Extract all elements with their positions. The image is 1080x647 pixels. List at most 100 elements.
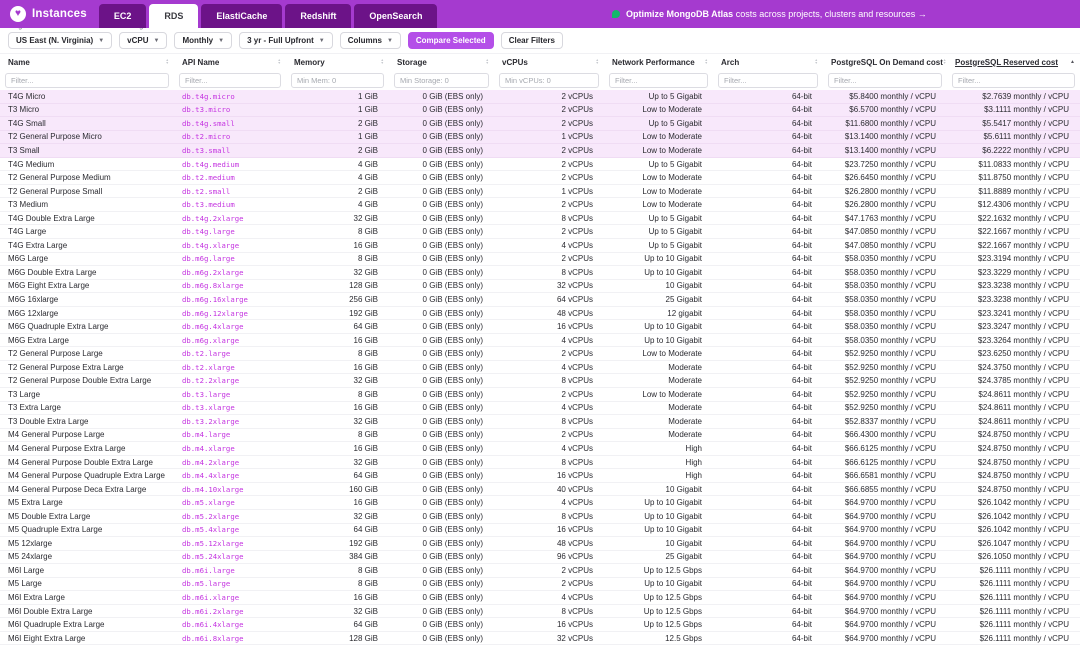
brand[interactable]: ♥ Instances (0, 0, 99, 28)
table-row[interactable]: M4 General Purpose Extra Large db.m4.xlar… (0, 442, 1080, 456)
reserved-term-select[interactable]: 3 yr - Full Upfront ▼ (239, 32, 333, 49)
filter-input-name[interactable] (5, 73, 169, 88)
table-row[interactable]: M5 Quadruple Extra Large db.m5.4xlarge 64 … (0, 523, 1080, 538)
column-header-storage[interactable]: Storage ▲ ▼ (389, 58, 494, 67)
cell-api-name[interactable]: db.m5.xlarge (182, 498, 235, 508)
cell-api-name[interactable]: db.m6g.16xlarge (182, 294, 248, 304)
filter-input-storage[interactable] (394, 73, 489, 88)
table-row[interactable]: T3 Large db.t3.large 8 GiB 0 GiB (EBS only)… (0, 388, 1080, 402)
cell-api-name[interactable]: db.t2.micro (182, 132, 231, 142)
table-row[interactable]: M6I Double Extra Large db.m6i.2xlarge 32 G… (0, 604, 1080, 619)
table-row[interactable]: M6G Double Extra Large db.m6g.2xlarge 32 G… (0, 266, 1080, 280)
table-row[interactable]: T3 Extra Large db.t3.xlarge 16 GiB 0 GiB (E… (0, 401, 1080, 416)
cell-api-name[interactable]: db.t4g.small (182, 118, 235, 128)
cell-api-name[interactable]: db.t2.medium (182, 173, 235, 183)
table-row[interactable]: M6G Quadruple Extra Large db.m6g.4xlarge 6… (0, 320, 1080, 334)
table-row[interactable]: M6G 12xlarge db.m6g.12xlarge 192 GiB 0 GiB … (0, 306, 1080, 321)
cell-api-name[interactable]: db.t2.large (182, 349, 231, 359)
table-row[interactable]: T2 General Purpose Double Extra Large db.… (0, 374, 1080, 389)
column-header-name[interactable]: Name ▲ ▼ (0, 58, 174, 67)
cost-select[interactable]: Monthly ▼ (174, 32, 233, 49)
column-header-api-name[interactable]: API Name ▲ ▼ (174, 58, 286, 67)
cell-api-name[interactable]: db.m4.10xlarge (182, 484, 244, 494)
table-row[interactable]: T2 General Purpose Small db.t2.small 2 GiB… (0, 184, 1080, 199)
columns-select[interactable]: Columns ▼ (339, 32, 401, 49)
table-row[interactable]: M6G Eight Extra Large db.m6g.8xlarge 128 G… (0, 279, 1080, 294)
cell-api-name[interactable]: db.m6i.xlarge (182, 593, 240, 603)
cell-api-name[interactable]: db.m5.large (182, 579, 231, 589)
cell-api-name[interactable]: db.m4.xlarge (182, 444, 235, 453)
cell-api-name[interactable]: db.m6i.4xlarge (182, 620, 244, 630)
filter-input-memory[interactable] (291, 73, 384, 88)
cell-api-name[interactable]: db.m4.4xlarge (182, 471, 240, 481)
table-row[interactable]: M5 Double Extra Large db.m5.2xlarge 32 GiB… (0, 509, 1080, 524)
table-row[interactable]: T2 General Purpose Extra Large db.t2.xlar… (0, 360, 1080, 375)
table-row[interactable]: M5 12xlarge db.m5.12xlarge 192 GiB 0 GiB (E… (0, 537, 1080, 551)
tab-rds[interactable]: RDS (149, 4, 199, 28)
table-row[interactable]: M6I Extra Large db.m6i.xlarge 16 GiB 0 GiB … (0, 591, 1080, 605)
table-row[interactable]: M5 24xlarge db.m5.24xlarge 384 GiB 0 GiB (E… (0, 550, 1080, 565)
column-header-reserved-cost[interactable]: PostgreSQL Reserved cost ▲ (947, 58, 1080, 67)
column-header-on-demand-cost[interactable]: PostgreSQL On Demand cost ▲ ▼ (823, 58, 947, 67)
table-row[interactable]: M6G Large db.m6g.large 8 GiB 0 GiB (EBS onl… (0, 252, 1080, 267)
tab-opensearch[interactable]: OpenSearch (354, 4, 438, 28)
table-row[interactable]: T4G Micro db.t4g.micro 1 GiB 0 GiB (EBS onl… (0, 90, 1080, 104)
cell-api-name[interactable]: db.t3.large (182, 389, 231, 399)
compare-selected-button[interactable]: Compare Selected (407, 32, 494, 49)
cell-api-name[interactable]: db.t2.small (182, 186, 231, 196)
table-row[interactable]: M4 General Purpose Double Extra Large db.… (0, 455, 1080, 470)
cell-api-name[interactable]: db.m5.12xlarge (182, 538, 244, 548)
cell-api-name[interactable]: db.m5.24xlarge (182, 552, 244, 562)
cell-api-name[interactable]: db.t3.2xlarge (182, 416, 240, 426)
cell-api-name[interactable]: db.t3.xlarge (182, 403, 235, 413)
clear-filters-button[interactable]: Clear Filters (500, 32, 563, 49)
cell-api-name[interactable]: db.t3.micro (182, 105, 231, 115)
cell-api-name[interactable]: db.m4.2xlarge (182, 457, 240, 467)
tab-ec2[interactable]: EC2 (98, 4, 147, 28)
table-row[interactable]: T4G Extra Large db.t4g.xlarge 16 GiB 0 GiB … (0, 239, 1080, 253)
cell-api-name[interactable]: db.t2.xlarge (182, 362, 235, 372)
cell-api-name[interactable]: db.m5.4xlarge (182, 525, 240, 535)
table-row[interactable]: M4 General Purpose Large db.m4.large 8 GiB… (0, 428, 1080, 443)
table-row[interactable]: M5 Extra Large db.m5.xlarge 16 GiB 0 GiB (E… (0, 496, 1080, 510)
column-header-arch[interactable]: Arch ▲ ▼ (713, 58, 823, 67)
cell-api-name[interactable]: db.m6g.8xlarge (182, 281, 244, 291)
region-select[interactable]: US East (N. Virginia) ▼ (8, 32, 113, 49)
table-row[interactable]: T4G Large db.t4g.large 8 GiB 0 GiB (EBS onl… (0, 225, 1080, 240)
table-row[interactable]: M4 General Purpose Quadruple Extra Large… (0, 469, 1080, 483)
filter-input-network[interactable] (609, 73, 708, 88)
table-row[interactable]: M6I Large db.m6i.large 8 GiB 0 GiB (EBS onl… (0, 564, 1080, 578)
table-row[interactable]: M6G Extra Large db.m6g.xlarge 16 GiB 0 GiB … (0, 333, 1080, 348)
table-row[interactable]: T4G Medium db.t4g.medium 4 GiB 0 GiB (EBS o… (0, 157, 1080, 172)
table-row[interactable]: M5 Large db.m5.large 8 GiB 0 GiB (EBS only)… (0, 577, 1080, 592)
table-row[interactable]: T2 General Purpose Large db.t2.large 8 GiB… (0, 347, 1080, 361)
filter-input-arch[interactable] (718, 73, 818, 88)
table-row[interactable]: M6I Eight Extra Large db.m6i.8xlarge 128 G… (0, 631, 1080, 646)
cell-api-name[interactable]: db.m5.2xlarge (182, 511, 240, 521)
cell-api-name[interactable]: db.t4g.micro (182, 91, 235, 101)
cell-api-name[interactable]: db.m6g.large (182, 254, 235, 264)
table-row[interactable]: M4 General Purpose Deca Extra Large db.m4… (0, 482, 1080, 497)
cell-api-name[interactable]: db.t3.medium (182, 200, 235, 210)
table-row[interactable]: T3 Micro db.t3.micro 1 GiB 0 GiB (EBS only)… (0, 103, 1080, 118)
column-header-network[interactable]: Network Performance ▲ ▼ (604, 58, 713, 67)
cell-api-name[interactable]: db.t4g.2xlarge (182, 213, 244, 223)
cell-api-name[interactable]: db.m6g.2xlarge (182, 267, 244, 277)
filter-input-reserved-cost[interactable] (952, 73, 1075, 88)
cell-api-name[interactable]: db.m4.large (182, 430, 231, 440)
column-header-memory[interactable]: Memory ▲ ▼ (286, 58, 389, 67)
table-row[interactable]: T2 General Purpose Medium db.t2.medium 4 G… (0, 171, 1080, 185)
cell-api-name[interactable]: db.m6g.4xlarge (182, 322, 244, 332)
filter-input-vcpus[interactable] (499, 73, 599, 88)
cell-api-name[interactable]: db.t4g.xlarge (182, 240, 240, 250)
table-row[interactable]: T3 Double Extra Large db.t3.2xlarge 32 GiB… (0, 415, 1080, 429)
column-header-vcpus[interactable]: vCPUs ▲ ▼ (494, 58, 604, 67)
filter-input-on-demand-cost[interactable] (828, 73, 942, 88)
cell-api-name[interactable]: db.t3.small (182, 145, 231, 155)
table-row[interactable]: T2 General Purpose Micro db.t2.micro 1 GiB… (0, 130, 1080, 145)
table-row[interactable]: M6G 16xlarge db.m6g.16xlarge 256 GiB 0 GiB … (0, 293, 1080, 307)
cell-api-name[interactable]: db.t4g.large (182, 227, 235, 237)
table-row[interactable]: T3 Medium db.t3.medium 4 GiB 0 GiB (EBS onl… (0, 198, 1080, 212)
cell-api-name[interactable]: db.t4g.medium (182, 159, 240, 169)
table-row[interactable]: T3 Small db.t3.small 2 GiB 0 GiB (EBS only)… (0, 144, 1080, 158)
